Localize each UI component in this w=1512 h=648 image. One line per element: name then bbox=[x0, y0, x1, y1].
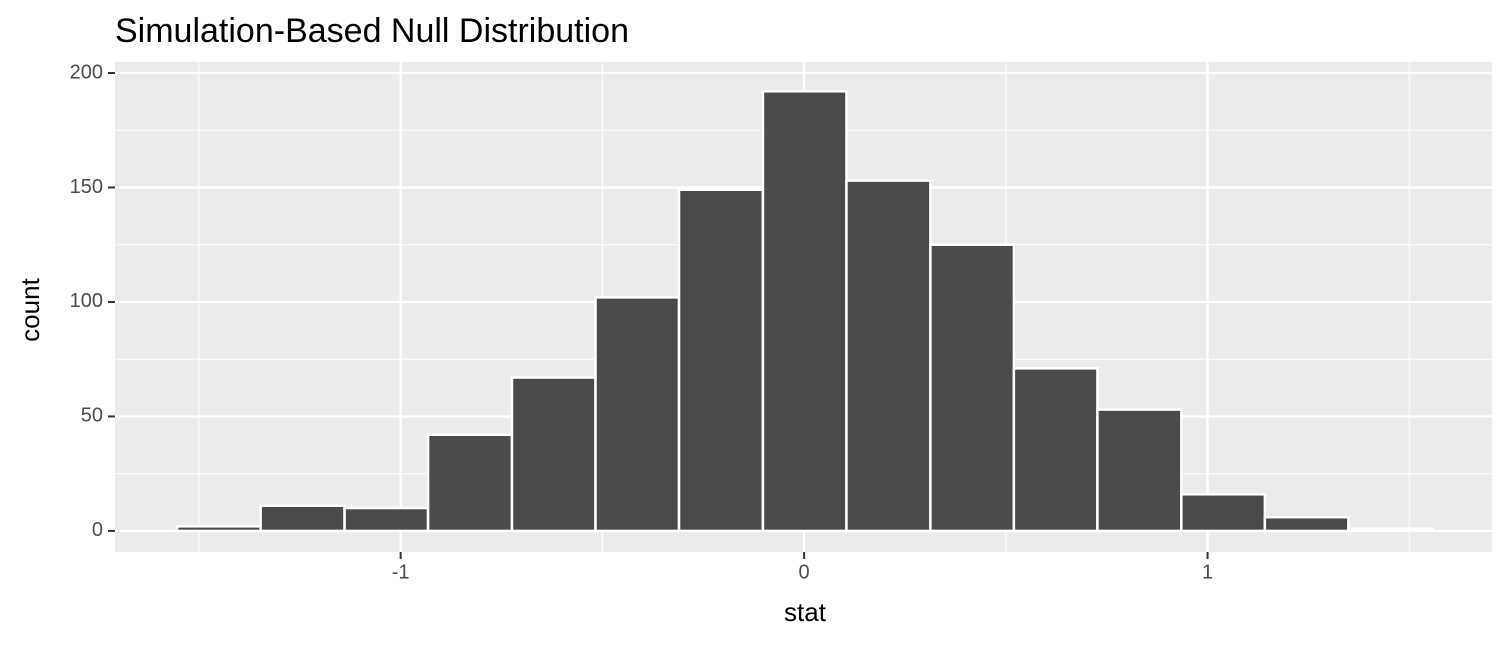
x-tick-label: 0 bbox=[799, 561, 810, 583]
bar bbox=[1096, 408, 1183, 533]
y-tick-label: 100 bbox=[70, 290, 103, 312]
bar bbox=[761, 90, 848, 533]
bar bbox=[1180, 493, 1267, 533]
bar bbox=[259, 504, 346, 533]
x-tick-label: 1 bbox=[1202, 561, 1213, 583]
bar bbox=[845, 179, 932, 533]
bar bbox=[1263, 515, 1350, 533]
bar bbox=[175, 525, 262, 533]
bar bbox=[594, 296, 681, 533]
chart-title: Simulation-Based Null Distribution bbox=[115, 12, 629, 50]
y-tick-label: 0 bbox=[92, 519, 103, 541]
y-tick-label: 50 bbox=[81, 405, 103, 427]
bar bbox=[1347, 527, 1434, 533]
bar bbox=[677, 188, 765, 533]
bar bbox=[1012, 367, 1099, 533]
y-tick-label: 150 bbox=[70, 176, 103, 198]
bar bbox=[929, 243, 1016, 533]
x-tick-label: -1 bbox=[392, 561, 410, 583]
y-tick-label: 200 bbox=[70, 61, 103, 83]
bar bbox=[510, 376, 597, 533]
bar bbox=[426, 433, 514, 533]
x-axis-title: stat bbox=[784, 597, 827, 627]
bar bbox=[343, 506, 430, 533]
y-axis-title: count bbox=[15, 277, 45, 341]
